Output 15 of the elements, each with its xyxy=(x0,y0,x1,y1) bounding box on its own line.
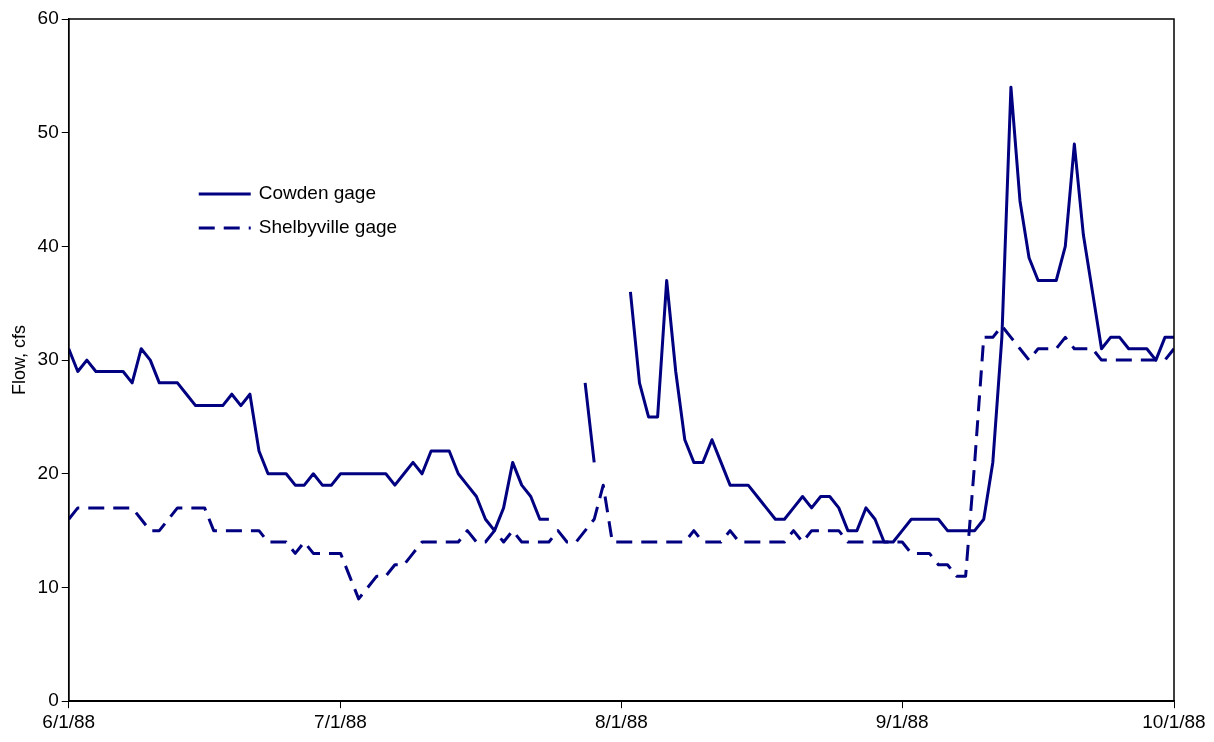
y-tick-label: 10 xyxy=(37,575,59,597)
legend-label: Shelbyville gage xyxy=(258,216,398,238)
x-tick-label: 10/1/88 xyxy=(1142,710,1206,732)
y-tick-label: 30 xyxy=(37,348,59,370)
y-tick-label: 20 xyxy=(37,462,59,484)
y-tick-label: 0 xyxy=(48,689,59,711)
y-axis-title: Flow, cfs xyxy=(8,325,29,396)
y-tick-label: 50 xyxy=(37,120,59,142)
x-tick-label: 6/1/88 xyxy=(42,710,96,732)
x-tick-label: 7/1/88 xyxy=(314,710,367,732)
x-tick-label: 9/1/88 xyxy=(875,710,929,732)
x-tick-label: 8/1/88 xyxy=(594,710,648,732)
y-tick-label: 40 xyxy=(37,234,59,256)
legend-label: Cowden gage xyxy=(258,182,376,204)
y-tick-label: 60 xyxy=(37,7,59,29)
